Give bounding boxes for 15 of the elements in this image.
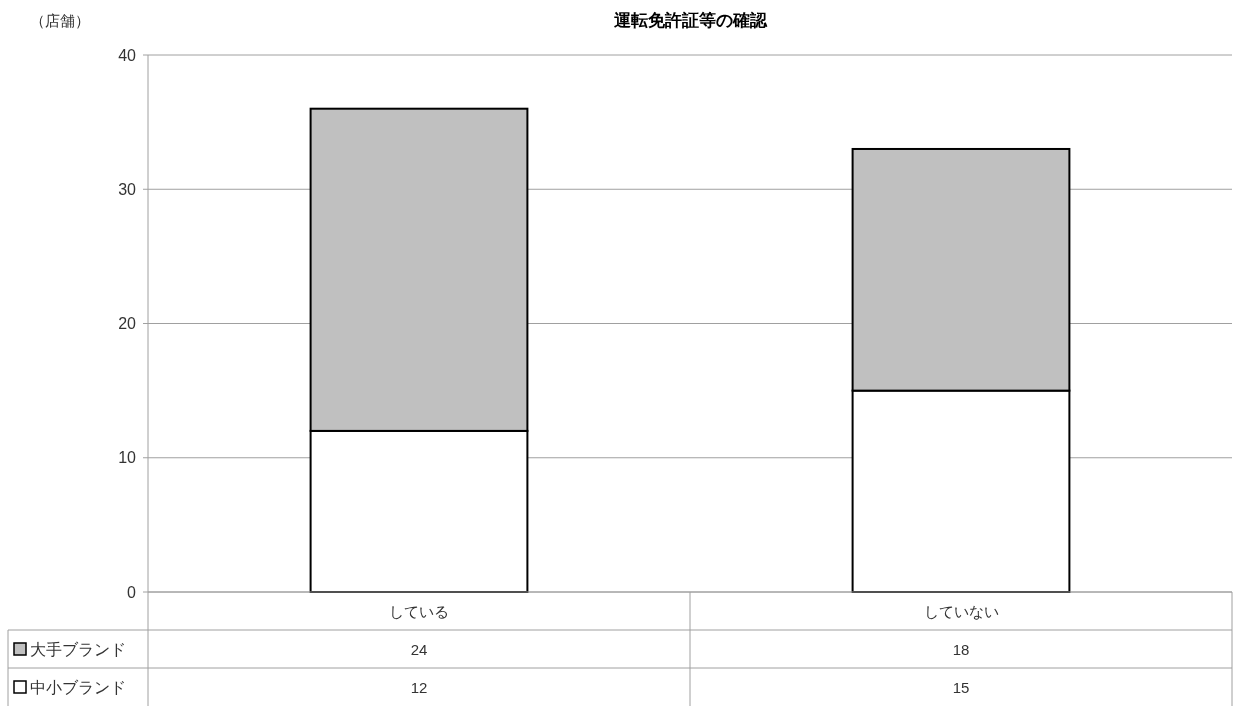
data-label: 24 <box>410 640 428 658</box>
legend-label: 大手ブランド <box>30 640 126 658</box>
chart-title: 運転免許証等の確認 <box>612 10 768 30</box>
y-tick-label: 10 <box>118 449 137 467</box>
x-tick-label: している <box>389 602 449 620</box>
x-tick-label: していない <box>923 602 999 620</box>
data-label: 18 <box>952 640 970 658</box>
data-label: 15 <box>952 678 970 696</box>
data-label: 12 <box>410 678 428 696</box>
y-tick-label: 30 <box>118 180 137 198</box>
y-tick-label: 20 <box>118 315 137 332</box>
y-axis-title: （店舗） <box>30 11 90 29</box>
y-tick-label: 40 <box>118 46 137 64</box>
legend-label: 中小ブランド <box>30 678 126 696</box>
y-tick-label: 0 <box>127 583 137 601</box>
